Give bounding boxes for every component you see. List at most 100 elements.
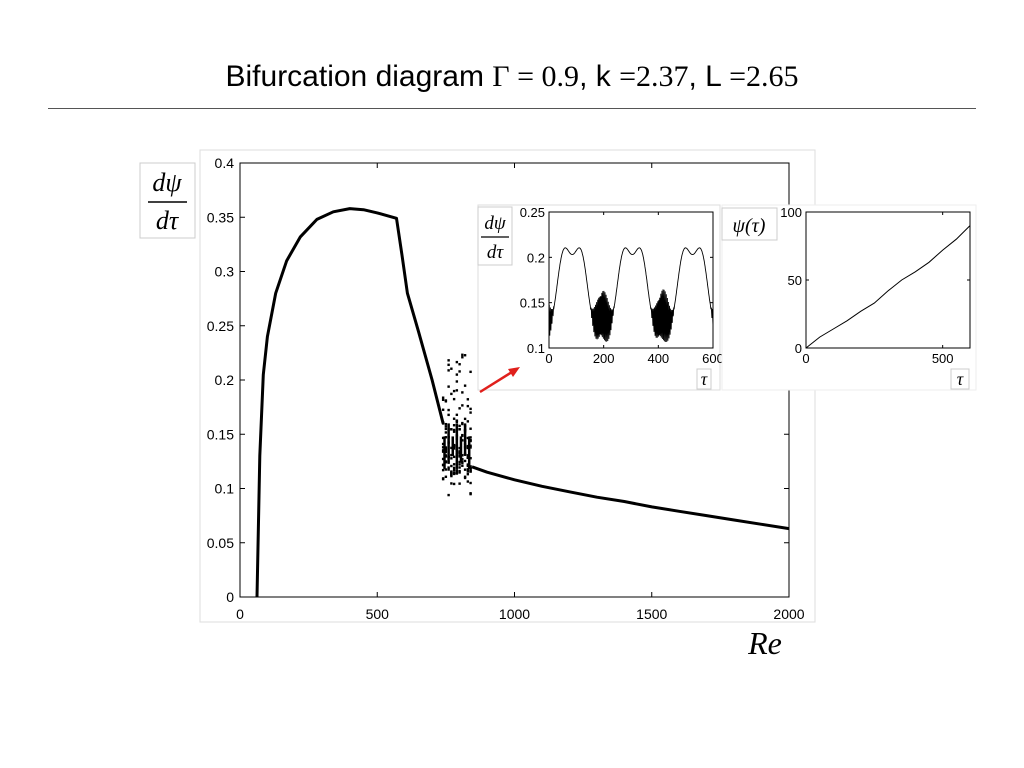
inset-psi-y-tick-label: 50 bbox=[788, 273, 802, 288]
main-scatter-point bbox=[444, 450, 448, 454]
main-scatter-point bbox=[441, 398, 445, 401]
main-scatter-point bbox=[444, 454, 448, 457]
main-scatter-point bbox=[450, 482, 453, 485]
main-scatter-point bbox=[450, 428, 453, 431]
inset-dpsi-y-tick-label: 0.1 bbox=[527, 341, 545, 356]
main-scatter-point bbox=[455, 419, 459, 422]
main-scatter-point bbox=[469, 470, 472, 473]
main-scatter-point bbox=[469, 446, 472, 449]
main-scatter-point bbox=[444, 425, 448, 428]
main-scatter-point bbox=[461, 433, 464, 437]
inset-dpsi-x-label: τ bbox=[696, 368, 712, 390]
main-scatter-point bbox=[450, 464, 453, 468]
inset-psi-x-label: τ bbox=[950, 368, 970, 390]
title-gamma-value: = 0.9 bbox=[509, 60, 580, 93]
main-scatter-point bbox=[458, 363, 461, 366]
inset-dpsi-x-label-box bbox=[696, 368, 712, 390]
main-y-tick-label: 0.2 bbox=[215, 372, 235, 388]
main-scatter-point bbox=[466, 398, 470, 401]
inset-psi-x-label-text: τ bbox=[957, 369, 964, 389]
inset-dpsi-y-tick-label: 0.2 bbox=[527, 250, 545, 265]
inset-psi-y-label: ψ(τ) bbox=[721, 207, 778, 241]
inset-dpsi-y-label: dψ dτ bbox=[477, 206, 513, 266]
main-y-tick-label: 0.15 bbox=[207, 426, 234, 442]
main-scatter-point bbox=[441, 436, 445, 440]
main-scatter-point bbox=[469, 467, 472, 470]
main-scatter-point bbox=[455, 373, 459, 376]
main-scatter-point bbox=[455, 413, 459, 417]
main-scatter-point bbox=[469, 411, 472, 414]
main-scatter-point bbox=[441, 477, 445, 480]
main-scatter-point bbox=[458, 471, 461, 474]
title-k-value: =2.37 bbox=[619, 60, 689, 93]
inset-dpsi-y-label-numerator: dψ bbox=[484, 213, 507, 234]
main-x-tick-label: 2000 bbox=[773, 606, 804, 622]
main-scatter-point bbox=[444, 427, 448, 431]
main-scatter-point bbox=[447, 359, 450, 362]
main-scatter-point bbox=[452, 466, 456, 470]
main-scatter-point bbox=[455, 360, 459, 364]
main-scatter-point bbox=[450, 392, 453, 396]
main-scatter-point bbox=[447, 363, 450, 367]
inset-dpsi-y-tick-label: 0.25 bbox=[520, 205, 545, 220]
inset-dpsi-plot: 0 200 400 600 0.1 0.15 0.2 0.25 dψ dτ τ bbox=[477, 204, 724, 391]
main-scatter-point bbox=[452, 447, 456, 450]
main-scatter-point bbox=[444, 449, 448, 452]
main-scatter-point bbox=[463, 459, 467, 463]
main-scatter-point bbox=[441, 396, 445, 399]
main-scatter-point bbox=[447, 493, 450, 497]
inset-dpsi-y-label-box bbox=[477, 206, 513, 266]
main-scatter-point bbox=[461, 421, 464, 425]
main-y-tick-label: 0 bbox=[226, 589, 234, 605]
main-scatter-band bbox=[441, 353, 472, 497]
title-l-value: =2.65 bbox=[729, 60, 799, 93]
main-scatter-point bbox=[458, 466, 461, 469]
inset-dpsi-axes bbox=[548, 211, 714, 349]
main-scatter-point bbox=[452, 443, 456, 447]
inset-psi-plot: 0 500 0 50 100 ψ(τ) τ bbox=[721, 204, 977, 391]
title-l-label: , L bbox=[688, 60, 730, 93]
inset-psi-x-tick-label: 500 bbox=[932, 351, 954, 366]
main-scatter-point bbox=[469, 436, 472, 439]
main-scatter-point bbox=[461, 356, 464, 359]
inset-dpsi-series bbox=[548, 247, 714, 343]
main-scatter-point bbox=[469, 465, 472, 468]
main-scatter-point bbox=[441, 468, 445, 472]
main-scatter-point bbox=[444, 468, 448, 471]
title-gamma-symbol: Γ bbox=[492, 60, 510, 93]
main-scatter-point bbox=[458, 428, 461, 431]
main-scatter-point bbox=[466, 444, 470, 448]
main-scatter-point bbox=[452, 430, 456, 433]
main-scatter-point bbox=[458, 424, 461, 428]
main-scatter-point bbox=[466, 464, 470, 468]
main-scatter-point bbox=[441, 449, 445, 452]
inset-psi-y-tick-label: 100 bbox=[780, 205, 802, 220]
main-scatter-point bbox=[450, 473, 453, 476]
main-scatter-point bbox=[469, 492, 472, 496]
inset-psi-x-tick-label: 0 bbox=[802, 351, 809, 366]
inset-dpsi-x-tick-label: 200 bbox=[593, 351, 615, 366]
main-scatter-point bbox=[452, 482, 456, 486]
main-scatter-point bbox=[452, 471, 456, 474]
main-scatter-point bbox=[450, 453, 453, 457]
main-scatter-point bbox=[461, 391, 464, 394]
inset-dpsi-background bbox=[477, 204, 721, 391]
title-divider bbox=[48, 108, 976, 109]
main-scatter-point bbox=[452, 424, 456, 427]
main-scatter-point bbox=[466, 456, 470, 460]
main-scatter-point bbox=[444, 431, 448, 434]
main-scatter-point bbox=[450, 457, 453, 460]
main-scatter-point bbox=[466, 436, 470, 440]
main-scatter-point bbox=[441, 442, 445, 446]
main-scatter-point bbox=[444, 446, 448, 449]
inset-psi-series bbox=[805, 225, 971, 349]
inset-pointer-arrow bbox=[479, 367, 520, 394]
main-scatter-point bbox=[461, 439, 464, 442]
title-prefix: Bifurcation diagram bbox=[225, 60, 493, 93]
main-scatter-point bbox=[461, 404, 464, 407]
main-scatter-point bbox=[461, 464, 464, 467]
main-x-tick-label: 1500 bbox=[636, 606, 667, 622]
arrow-head bbox=[508, 367, 520, 377]
main-scatter-point bbox=[452, 463, 456, 466]
